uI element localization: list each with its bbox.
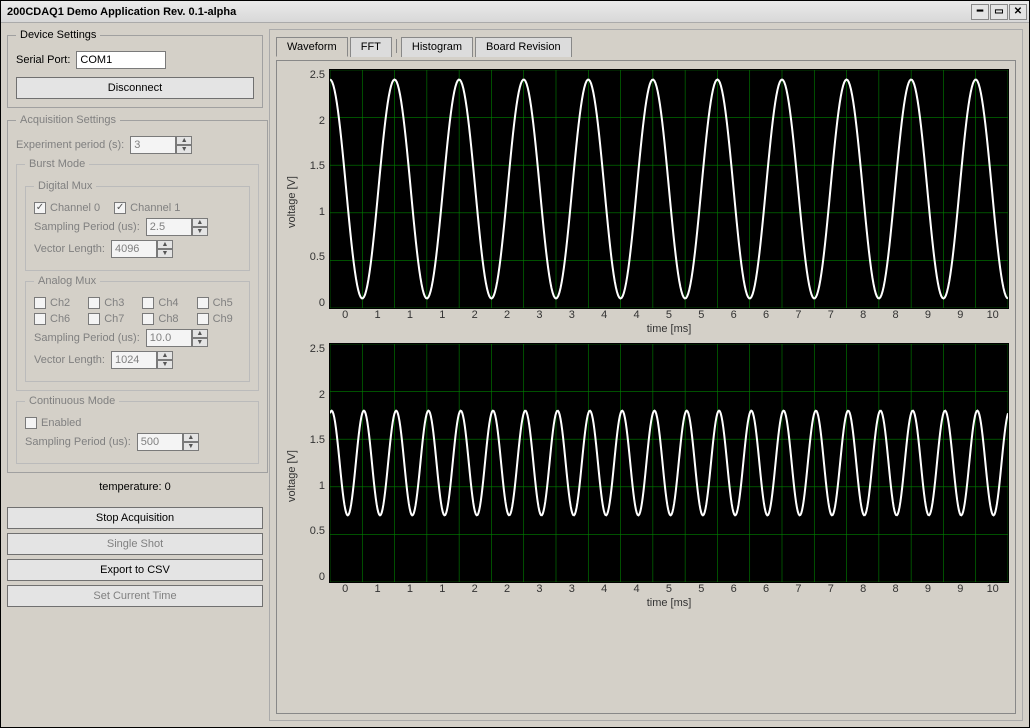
analog-mux-group: Analog Mux Ch2 Ch3 Ch4 Ch5 Ch6 Ch7 Ch8 Ch9 Samp… [25, 275, 250, 382]
digital-mux-legend: Digital Mux [34, 180, 96, 192]
chart1-xlabel: time [ms] [329, 323, 1009, 335]
am-sampling-spinner[interactable]: ▲▼ [146, 329, 208, 347]
channel0-checkbox[interactable]: Channel 0 [34, 202, 100, 214]
stop-acquisition-button[interactable]: Stop Acquisition [7, 507, 263, 529]
chart1-ylabel: voltage [V] [286, 176, 298, 228]
continuous-enabled-checkbox[interactable]: Enabled [25, 417, 81, 429]
analog-ch4-checkbox[interactable]: Ch4 [142, 297, 178, 309]
analog-ch8-checkbox[interactable]: Ch8 [142, 313, 178, 325]
experiment-period-spinner[interactable]: ▲▼ [130, 136, 192, 154]
minimize-button[interactable]: ━ [971, 4, 989, 20]
analog-ch5-checkbox[interactable]: Ch5 [197, 297, 233, 309]
single-shot-button[interactable]: Single Shot [7, 533, 263, 555]
dm-vector-label: Vector Length: [34, 243, 105, 255]
spin-down-icon[interactable]: ▼ [176, 145, 192, 154]
tab-fft[interactable]: FFT [350, 37, 392, 57]
dm-vector-spinner[interactable]: ▲▼ [111, 240, 173, 258]
analog-mux-legend: Analog Mux [34, 275, 100, 287]
analog-ch9-checkbox[interactable]: Ch9 [197, 313, 233, 325]
disconnect-button[interactable]: Disconnect [16, 77, 254, 99]
analog-ch2-checkbox[interactable]: Ch2 [34, 297, 70, 309]
am-vector-spinner[interactable]: ▲▼ [111, 351, 173, 369]
set-current-time-button[interactable]: Set Current Time [7, 585, 263, 607]
acquisition-settings-group: Acquisition Settings Experiment period (… [7, 114, 268, 473]
burst-mode-group: Burst Mode Digital Mux Channel 0 Channel… [16, 158, 259, 391]
window-title: 200CDAQ1 Demo Application Rev. 0.1-alpha [7, 6, 236, 18]
tab-board-revision[interactable]: Board Revision [475, 37, 572, 57]
digital-mux-group: Digital Mux Channel 0 Channel 1 Sampling… [25, 180, 250, 271]
chart2-ylabel: voltage [V] [286, 450, 298, 502]
maximize-button[interactable]: ▭ [990, 4, 1008, 20]
cont-sampling-spinner[interactable]: ▲▼ [137, 433, 199, 451]
spin-up-icon[interactable]: ▲ [176, 136, 192, 145]
tab-histogram[interactable]: Histogram [401, 37, 473, 57]
waveform-chart-2: voltage [V] 2.521.510.50 011122334455667… [283, 343, 1009, 609]
experiment-period-value [130, 136, 176, 154]
channel1-checkbox[interactable]: Channel 1 [114, 202, 180, 214]
chart2-xlabel: time [ms] [329, 597, 1009, 609]
analog-ch7-checkbox[interactable]: Ch7 [88, 313, 124, 325]
titlebar: 200CDAQ1 Demo Application Rev. 0.1-alpha… [1, 1, 1029, 23]
serial-port-input[interactable] [76, 51, 166, 69]
temperature-label: temperature: 0 [7, 481, 263, 493]
acquisition-settings-legend: Acquisition Settings [16, 114, 120, 126]
am-sampling-label: Sampling Period (us): [34, 332, 140, 344]
device-settings-legend: Device Settings [16, 29, 100, 41]
burst-mode-legend: Burst Mode [25, 158, 89, 170]
analog-ch6-checkbox[interactable]: Ch6 [34, 313, 70, 325]
dm-sampling-spinner[interactable]: ▲▼ [146, 218, 208, 236]
dm-sampling-label: Sampling Period (us): [34, 221, 140, 233]
experiment-period-label: Experiment period (s): [16, 139, 124, 151]
analog-ch3-checkbox[interactable]: Ch3 [88, 297, 124, 309]
close-button[interactable]: ✕ [1009, 4, 1027, 20]
device-settings-group: Device Settings Serial Port: Disconnect [7, 29, 263, 108]
continuous-mode-legend: Continuous Mode [25, 395, 119, 407]
serial-port-label: Serial Port: [16, 54, 70, 66]
waveform-chart-1: voltage [V] 2.521.510.50 011122334455667… [283, 69, 1009, 335]
am-vector-label: Vector Length: [34, 354, 105, 366]
cont-sampling-label: Sampling Period (us): [25, 436, 131, 448]
continuous-mode-group: Continuous Mode Enabled Sampling Period … [16, 395, 259, 464]
export-csv-button[interactable]: Export to CSV [7, 559, 263, 581]
tab-waveform[interactable]: Waveform [276, 37, 348, 57]
